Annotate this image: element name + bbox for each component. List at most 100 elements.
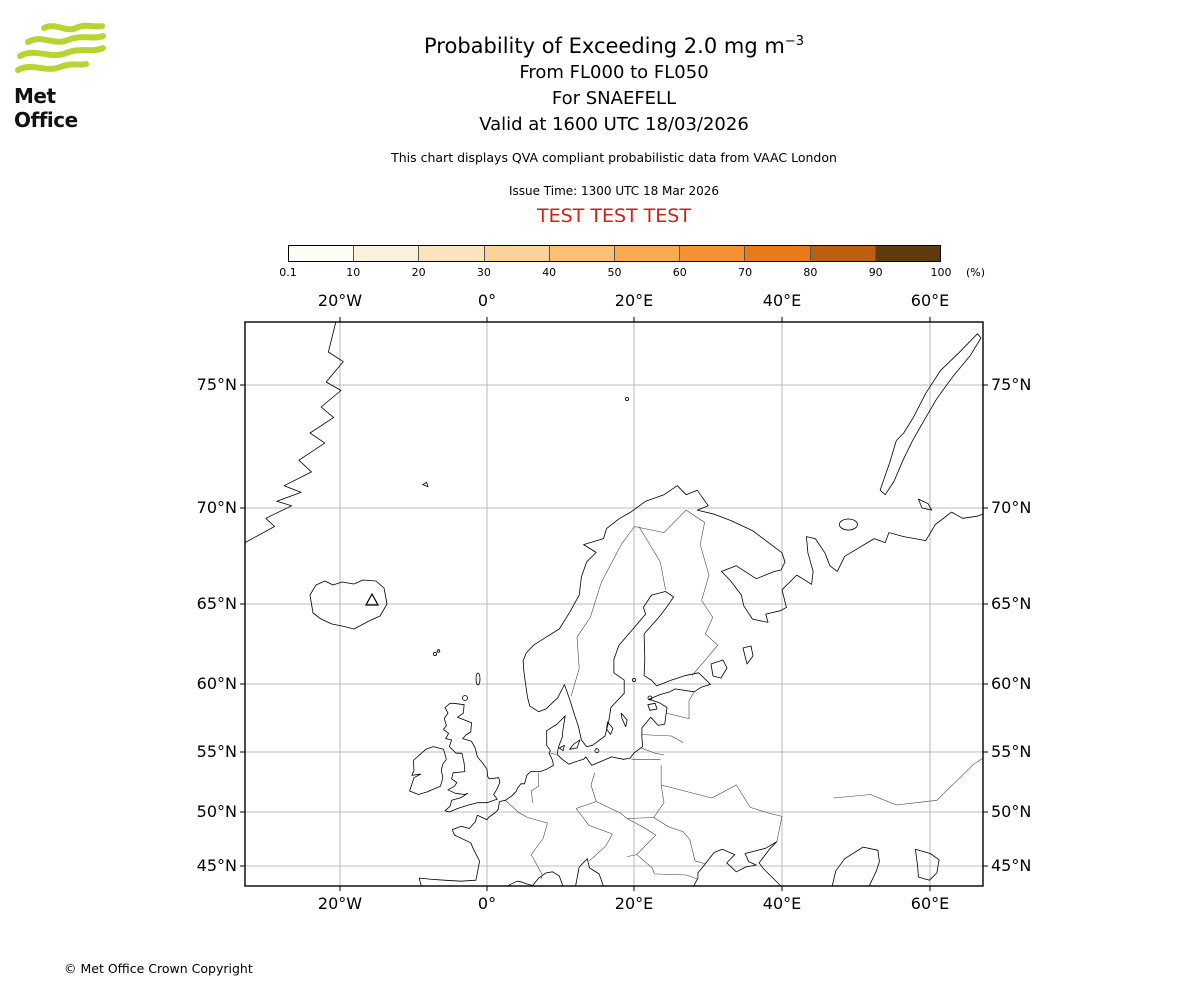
colorbar-tick-label: 70 — [738, 266, 753, 279]
valid-time-line: Valid at 1600 UTC 18/03/2026 — [479, 114, 749, 135]
flight-level-line: From FL000 to FL050 — [519, 62, 709, 83]
lon-label-top: 60°E — [910, 291, 950, 310]
colorbar-segment — [810, 246, 876, 261]
coast-baltic-continental — [418, 591, 711, 887]
coastlines — [244, 321, 984, 887]
border-belarus-ukraine-russia — [661, 784, 783, 842]
coast-bornholm — [594, 748, 600, 754]
coast-shetland — [475, 672, 481, 686]
colorbar-tick-label: 90 — [868, 266, 883, 279]
lake-ladoga — [710, 659, 728, 679]
lat-label-left: 50°N — [196, 802, 237, 821]
colorbar-segment — [484, 246, 550, 261]
page-title: Probability of Exceeding 2.0 mg m−3 — [28, 28, 1200, 60]
lat-label-right: 55°N — [991, 742, 1032, 761]
border-poland — [590, 765, 665, 819]
coast-faroe2 — [436, 649, 441, 653]
coast-gotland — [620, 712, 628, 728]
chart-header: Probability of Exceeding 2.0 mg m−3 From… — [28, 28, 1200, 227]
colorbar-segment — [875, 246, 941, 261]
colorbar-segment — [680, 246, 746, 261]
lon-label-top: 0° — [477, 291, 497, 310]
coast-ireland — [409, 746, 447, 795]
border-scandinavia — [570, 509, 705, 697]
coast-orkney — [462, 695, 468, 701]
lat-label-left: 75°N — [196, 375, 237, 394]
lon-label-top: 20°E — [614, 291, 654, 310]
coast-bear-island — [624, 397, 629, 402]
colorbar-tick-label: 40 — [542, 266, 557, 279]
test-banner: TEST TEST TEST — [537, 205, 691, 227]
coast-kolguyev — [839, 518, 858, 531]
colorbar-tick-label: 80 — [803, 266, 818, 279]
coast-oland — [606, 721, 614, 735]
border-denmark-germany — [550, 752, 557, 755]
axis-ticks — [240, 317, 988, 891]
lat-label-left: 55°N — [196, 742, 237, 761]
border-danube — [636, 854, 698, 880]
coast-novaya-zemlya — [879, 333, 982, 496]
qva-note: This chart displays QVA compliant probab… — [391, 150, 837, 165]
border-russia-kazakhstan — [833, 757, 984, 806]
border-germany-czech — [575, 801, 613, 862]
border-baltics-3 — [641, 747, 665, 756]
colorbar-tick-label: 10 — [346, 266, 361, 279]
grid-lines — [245, 322, 983, 886]
coast-norway-arctic-russia — [522, 485, 984, 713]
coast-zealand — [569, 739, 581, 750]
lon-label-top: 40°E — [762, 291, 802, 310]
lat-label-right: 65°N — [991, 594, 1032, 613]
colorbar-tick-label: 50 — [607, 266, 622, 279]
page-title-text: Probability of Exceeding 2.0 mg m — [424, 34, 785, 58]
coast-mediterranean — [506, 871, 564, 887]
met-office-logo: Met Office — [14, 20, 124, 132]
colorbar-segment — [354, 246, 420, 261]
coast-jan-mayen — [422, 481, 429, 488]
coast-iceland — [309, 579, 388, 630]
colorbar-segment — [549, 246, 616, 261]
coast-great-britain — [443, 702, 501, 813]
map-area — [240, 317, 988, 891]
map-frame — [244, 321, 984, 887]
lon-label-bottom: 20°W — [317, 894, 363, 913]
coast-hiiumaa — [647, 695, 653, 701]
lat-label-left: 65°N — [196, 594, 237, 613]
colorbar-tick-label: 60 — [672, 266, 687, 279]
colorbar-segment — [615, 246, 681, 261]
lon-label-bottom: 20°E — [614, 894, 654, 913]
coast-funen — [558, 744, 565, 752]
lon-label-bottom: 40°E — [762, 894, 802, 913]
lat-label-left: 60°N — [196, 674, 237, 693]
colorbar-tick-label: 30 — [476, 266, 491, 279]
volcano-line: For SNAEFELL — [551, 88, 677, 109]
lat-label-right: 70°N — [991, 498, 1032, 517]
coast-greenland — [244, 321, 344, 543]
colorbar-tick-label: 20 — [411, 266, 426, 279]
lon-label-bottom: 60°E — [910, 894, 950, 913]
lat-label-left: 45°N — [196, 856, 237, 875]
colorbar-unit: (%) — [966, 266, 986, 279]
border-netherlands-germany — [531, 772, 539, 803]
lat-label-left: 70°N — [196, 498, 237, 517]
lake-onega — [742, 645, 754, 665]
border-ukraine-romania — [653, 817, 706, 865]
coast-caspian — [831, 846, 880, 887]
colorbar-segment — [289, 246, 355, 261]
lat-label-right: 75°N — [991, 375, 1032, 394]
colorbar-tick-label: 100 — [930, 266, 952, 279]
issue-time: Issue Time: 1300 UTC 18 Mar 2026 — [508, 184, 720, 198]
lat-label-right: 50°N — [991, 802, 1032, 821]
logo-wordmark: Met Office — [14, 84, 78, 132]
coast-saaremaa — [647, 702, 658, 711]
country-borders — [505, 509, 984, 880]
lon-label-bottom: 0° — [477, 894, 497, 913]
border-hungary — [626, 818, 657, 857]
copyright-text: © Met Office Crown Copyright — [64, 961, 253, 976]
border-france-east — [505, 800, 548, 880]
coast-black-sea — [693, 841, 782, 887]
lat-label-right: 45°N — [991, 856, 1032, 875]
colorbar-segment — [745, 246, 811, 261]
lat-label-right: 60°N — [991, 674, 1032, 693]
coast-aland — [631, 677, 636, 682]
